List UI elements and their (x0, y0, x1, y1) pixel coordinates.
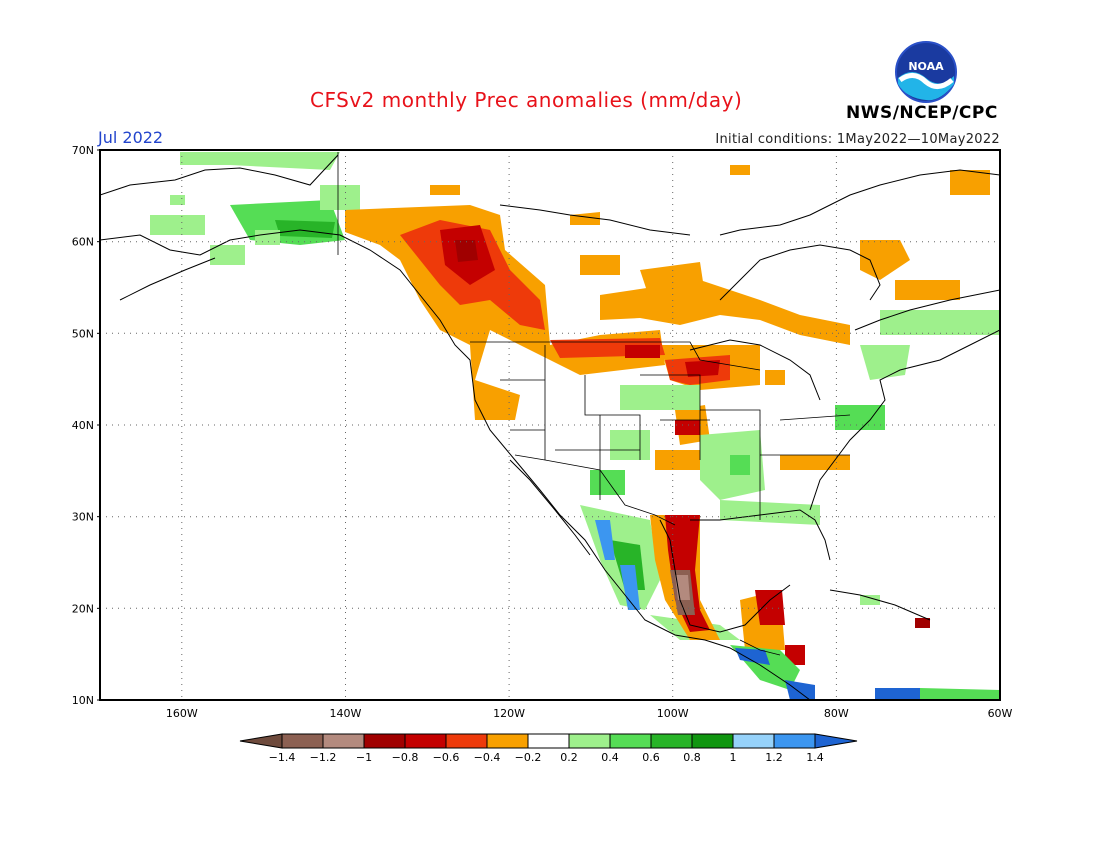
colorbar-label: −1.4 (269, 751, 296, 764)
colorbar-swatch (568, 733, 611, 749)
alaska-wet-region (150, 152, 360, 265)
colorbar-swatch (486, 733, 529, 749)
agency-label: NWS/NCEP/CPC (846, 103, 998, 123)
lon-label: 80W (824, 707, 849, 720)
lat-label: 50N (72, 327, 94, 340)
lat-label: 40N (72, 419, 94, 432)
coastlines (100, 154, 1000, 700)
colorbar-arrow-left (239, 733, 283, 749)
colorbar-label: −0.4 (474, 751, 501, 764)
noaa-logo-text: NOAA (908, 60, 944, 73)
colorbar-swatch (363, 733, 406, 749)
lon-label: 160W (166, 707, 198, 720)
lat-label: 20N (72, 602, 94, 615)
colorbar-swatch (691, 733, 734, 749)
colorbar-arrow-right (814, 733, 858, 749)
colorbar-label: 0.6 (642, 751, 660, 764)
colorbar-swatch (650, 733, 693, 749)
colorbar-label: 0.8 (683, 751, 701, 764)
colorbar-label: −0.6 (433, 751, 460, 764)
lat-label: 70N (72, 144, 94, 157)
lon-label: 120W (493, 707, 525, 720)
colorbar-swatch (732, 733, 775, 749)
lat-label: 10N (72, 694, 94, 707)
lon-label: 100W (657, 707, 689, 720)
lat-label: 30N (72, 511, 94, 524)
yucatan-dry-region (740, 590, 805, 665)
colorbar-swatch (527, 733, 570, 749)
colorbar-swatch (609, 733, 652, 749)
texas-gulf-dry-region (650, 515, 720, 640)
noaa-logo: NOAA (894, 40, 958, 104)
colorbar-label: 1.4 (806, 751, 824, 764)
colorbar-label: 1.2 (765, 751, 783, 764)
colorbar-label: 0.2 (560, 751, 578, 764)
lat-label: 60N (72, 236, 94, 249)
colorbar-swatch (404, 733, 447, 749)
colorbar-swatch (322, 733, 365, 749)
british-columbia-dry-region (400, 220, 665, 358)
central-america-wet-region (730, 595, 1000, 700)
chart-title: CFSv2 monthly Prec anomalies (mm/day) (310, 88, 743, 112)
colorbar-swatch (281, 733, 324, 749)
colorbar: −1.4 −1.2 −1 −0.8 −0.6 −0.4 −0.2 0.2 0.4 0.6 0.8 1 1… (239, 733, 858, 764)
colorbar-label: −0.2 (515, 751, 542, 764)
colorbar-swatch (445, 733, 488, 749)
month-label: Jul 2022 (98, 128, 164, 147)
axis-labels: 70N 60N 50N 40N 30N 20N 10N 160W 140W 120W 100W 80W… (72, 144, 1013, 720)
colorbar-label: −1.2 (310, 751, 337, 764)
colorbar-label: −1 (356, 751, 372, 764)
lon-label: 60W (988, 707, 1013, 720)
initial-conditions-label: Initial conditions: 1May2022—10May2022 (715, 132, 1000, 147)
gridlines (100, 150, 1000, 700)
colorbar-label: 0.4 (601, 751, 619, 764)
lon-label: 140W (330, 707, 362, 720)
colorbar-label: −0.8 (392, 751, 419, 764)
colorbar-swatch (773, 733, 816, 749)
colorbar-label: 1 (730, 751, 737, 764)
